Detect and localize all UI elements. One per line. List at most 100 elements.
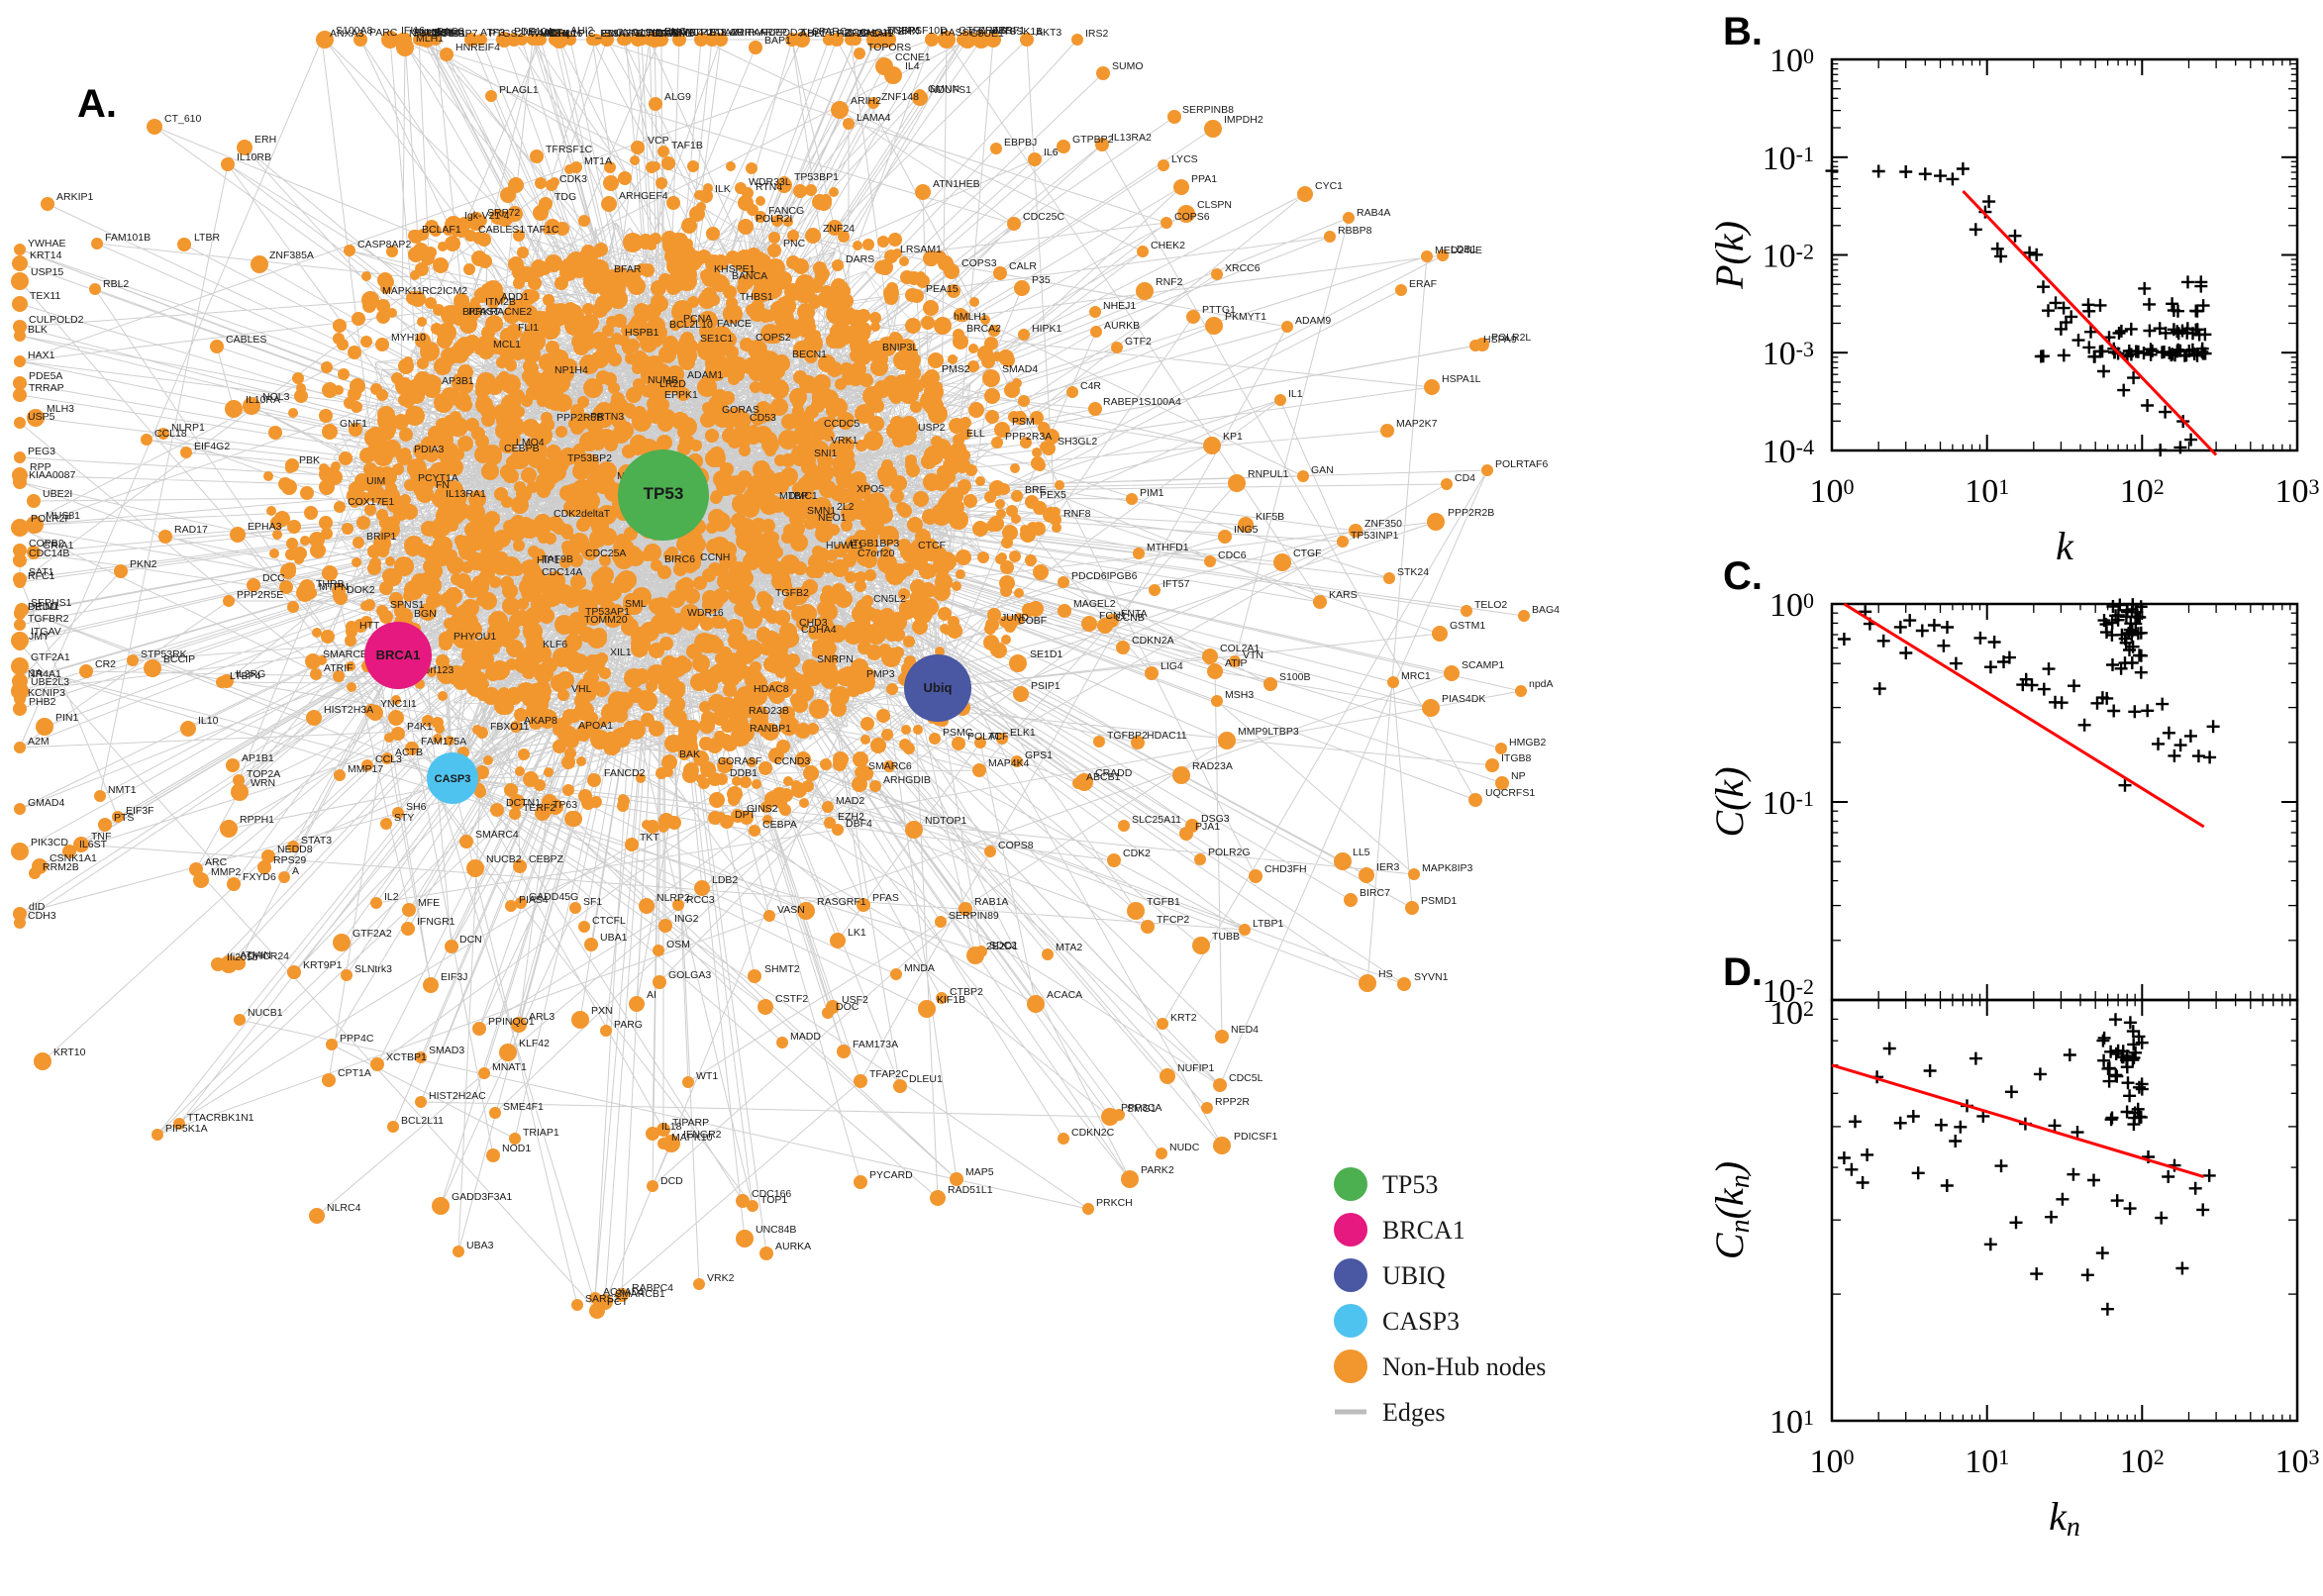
svg-text:MAP4K4: MAP4K4 <box>988 757 1030 769</box>
svg-text:103: 103 <box>2275 1444 2320 1480</box>
svg-text:TP63: TP63 <box>553 799 577 811</box>
svg-text:TAF1B: TAF1B <box>671 140 703 151</box>
svg-text:PCYT1A: PCYT1A <box>418 472 458 484</box>
svg-text:IL6: IL6 <box>1044 147 1059 158</box>
svg-text:S100A8: S100A8 <box>336 25 373 37</box>
svg-text:PDICSF1: PDICSF1 <box>1234 1131 1278 1143</box>
svg-text:HSPB1: HSPB1 <box>625 327 659 339</box>
svg-text:C4R: C4R <box>1080 380 1101 392</box>
svg-text:MTHFD1: MTHFD1 <box>1147 542 1189 553</box>
svg-text:ADAM1: ADAM1 <box>687 369 723 381</box>
svg-text:CT_610: CT_610 <box>164 113 202 125</box>
svg-text:JUND: JUND <box>1001 612 1029 624</box>
svg-text:CDC14A: CDC14A <box>542 566 582 578</box>
svg-text:HIPK1: HIPK1 <box>1032 323 1062 335</box>
svg-text:NLRC4: NLRC4 <box>327 1202 361 1214</box>
svg-text:MAP5: MAP5 <box>965 1166 994 1178</box>
svg-text:RAB4A: RAB4A <box>1357 207 1390 219</box>
svg-text:PIAS4DK: PIAS4DK <box>1442 693 1485 705</box>
svg-text:BRIP1: BRIP1 <box>366 531 397 543</box>
svg-text:SE1C1: SE1C1 <box>700 333 733 345</box>
svg-text:MYH10: MYH10 <box>391 332 426 344</box>
svg-text:PPP2R5E: PPP2R5E <box>237 589 283 601</box>
svg-text:PIP5K1A: PIP5K1A <box>165 1123 208 1135</box>
svg-text:SF1: SF1 <box>583 896 602 908</box>
svg-text:HIST2H2AC: HIST2H2AC <box>429 1090 486 1102</box>
svg-text:IFT57: IFT57 <box>1162 578 1190 590</box>
svg-text:BECN1: BECN1 <box>792 349 827 360</box>
svg-text:DOK2: DOK2 <box>347 584 375 596</box>
svg-text:VCP: VCP <box>648 135 669 147</box>
svg-text:PDE5A: PDE5A <box>29 370 62 382</box>
svg-text:2E2D1: 2E2D1 <box>986 941 1018 952</box>
svg-text:MMP9LTBP3: MMP9LTBP3 <box>1238 726 1299 738</box>
svg-text:BFAR: BFAR <box>614 263 642 275</box>
svg-text:PTS: PTS <box>114 812 134 824</box>
svg-text:HNREIF4: HNREIF4 <box>455 42 500 53</box>
svg-text:NLRP2: NLRP2 <box>656 892 690 904</box>
svg-text:PIM1: PIM1 <box>1140 487 1164 499</box>
svg-text:IMPDH2: IMPDH2 <box>1224 114 1263 126</box>
svg-text:VHL: VHL <box>571 683 592 695</box>
svg-text:101: 101 <box>1769 1404 1814 1441</box>
svg-text:ATMIN: ATMIN <box>240 949 271 961</box>
svg-text:NUCB1: NUCB1 <box>248 1007 283 1019</box>
svg-text:PPP2R2B: PPP2R2B <box>1448 507 1494 519</box>
svg-text:MNDA: MNDA <box>904 962 935 974</box>
svg-text:100: 100 <box>1769 43 1814 79</box>
svg-text:PYCARD: PYCARD <box>869 1169 913 1181</box>
svg-text:RAB1A: RAB1A <box>974 896 1008 908</box>
svg-text:PJA1: PJA1 <box>1195 821 1220 833</box>
svg-text:CPT1A: CPT1A <box>338 1067 371 1079</box>
svg-text:GORASF: GORASF <box>718 755 761 767</box>
svg-text:P(k): P(k) <box>1707 221 1752 290</box>
svg-text:UQCRFS1: UQCRFS1 <box>1485 787 1535 799</box>
svg-text:FXYD6: FXYD6 <box>243 871 276 883</box>
svg-text:PCNA: PCNA <box>683 313 712 325</box>
svg-text:MAPK10: MAPK10 <box>671 1132 713 1144</box>
svg-text:STAT3: STAT3 <box>301 835 332 847</box>
svg-text:COPS2: COPS2 <box>756 332 791 344</box>
svg-text:ARHGEF4: ARHGEF4 <box>619 190 668 202</box>
svg-text:PMS2: PMS2 <box>942 363 970 375</box>
svg-text:MTPN: MTPN <box>319 581 349 593</box>
svg-text:TGFBP2: TGFBP2 <box>1107 730 1148 742</box>
svg-text:CD53: CD53 <box>750 412 776 424</box>
svg-text:TP53: TP53 <box>1382 1170 1438 1199</box>
svg-text:SME4F1: SME4F1 <box>503 1101 544 1113</box>
svg-text:KARS: KARS <box>1329 589 1358 601</box>
svg-text:AURKA: AURKA <box>775 1241 811 1252</box>
svg-text:PKN2: PKN2 <box>130 558 157 570</box>
svg-text:BAG4: BAG4 <box>1532 604 1560 616</box>
svg-text:AURKB: AURKB <box>1104 320 1140 332</box>
svg-text:CEBPB: CEBPB <box>504 443 540 454</box>
svg-text:ERH: ERH <box>254 134 276 146</box>
svg-text:SCAMP1: SCAMP1 <box>1462 659 1504 671</box>
svg-text:103: 103 <box>2275 473 2320 510</box>
svg-text:CDC14B: CDC14B <box>29 548 69 559</box>
svg-text:LIG4: LIG4 <box>1161 660 1183 672</box>
svg-text:IL10RA: IL10RA <box>246 394 280 406</box>
svg-text:SMAD4: SMAD4 <box>1002 363 1038 375</box>
svg-text:ADAM9: ADAM9 <box>1295 315 1331 327</box>
svg-text:100: 100 <box>1769 587 1814 624</box>
svg-text:SE1D1: SE1D1 <box>1030 648 1062 660</box>
svg-text:PSAP: PSAP <box>863 28 891 40</box>
svg-text:SLC25A11: SLC25A11 <box>1132 814 1181 826</box>
svg-text:A: A <box>292 865 299 877</box>
svg-text:ZNF148: ZNF148 <box>881 91 919 103</box>
svg-text:FAM101B: FAM101B <box>105 232 151 244</box>
svg-text:NUMB: NUMB <box>648 374 678 386</box>
svg-text:CCNE1: CCNE1 <box>895 51 931 63</box>
svg-text:RNF8: RNF8 <box>1063 508 1091 520</box>
svg-text:NMT1: NMT1 <box>108 784 137 796</box>
svg-text:CDK2deltaT: CDK2deltaT <box>554 508 611 520</box>
svg-text:BLK: BLK <box>28 324 48 336</box>
svg-text:AI: AI <box>647 989 656 1001</box>
svg-text:102: 102 <box>1769 995 1814 1032</box>
svg-text:GADD3F3A1: GADD3F3A1 <box>452 1191 512 1203</box>
svg-text:C.: C. <box>1723 554 1763 598</box>
svg-text:Ubiq: Ubiq <box>924 680 953 695</box>
svg-text:GOLGA3: GOLGA3 <box>668 969 711 981</box>
svg-text:TCF: TCF <box>988 731 1008 743</box>
